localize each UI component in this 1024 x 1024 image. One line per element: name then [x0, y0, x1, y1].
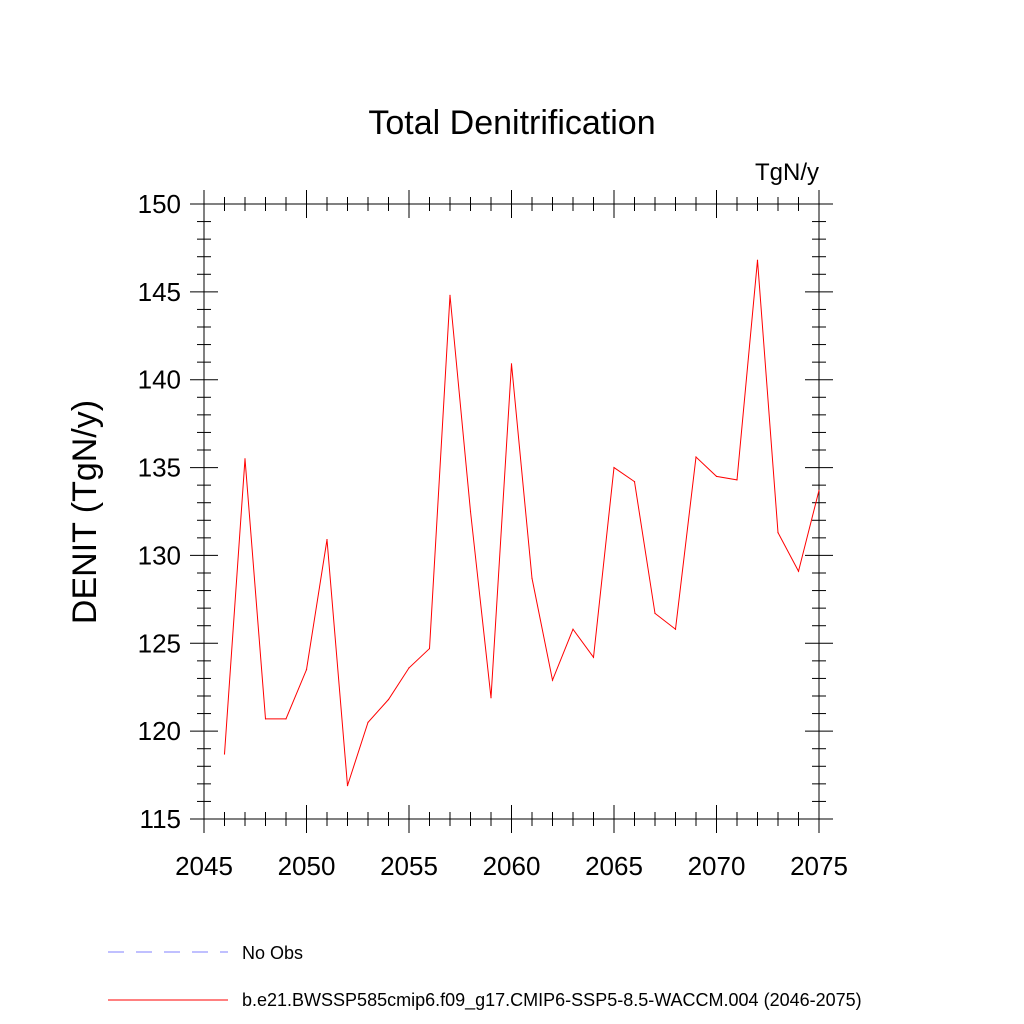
x-tick-label: 2060	[483, 851, 541, 881]
data-point	[367, 721, 369, 723]
y-tick-label: 125	[138, 628, 181, 658]
data-point	[695, 456, 697, 458]
y-tick-label: 145	[138, 277, 181, 307]
y-tick-label: 135	[138, 453, 181, 483]
data-point	[572, 628, 574, 630]
data-point	[244, 458, 246, 460]
data-point	[305, 669, 308, 671]
chart-title: Total Denitrification	[368, 104, 655, 142]
y-tick-label: 130	[138, 540, 181, 570]
x-tick-label: 2065	[585, 851, 643, 881]
x-tick-labels: 2045 2050 2055 2060 2065 2070 2075	[175, 851, 848, 881]
data-point	[326, 539, 328, 541]
data-point	[592, 656, 595, 658]
x-tick-label: 2070	[688, 851, 746, 881]
units-label: TgN/y	[755, 159, 819, 186]
y-axis-label: DENIT (TgN/y)	[66, 400, 104, 624]
data-point	[490, 697, 492, 699]
series-line	[224, 260, 820, 786]
data-point	[756, 259, 759, 261]
data-point	[818, 489, 820, 492]
data-point	[531, 577, 533, 579]
legend-label-no-obs: No Obs	[242, 943, 303, 963]
legend-label-model-run: b.e21.BWSSP585cmip6.f09_g17.CMIP6-SSP5-8…	[242, 990, 862, 1011]
data-point	[736, 479, 738, 481]
data-point	[223, 753, 226, 755]
data-point	[551, 679, 554, 681]
y-tick-label: 120	[138, 716, 181, 746]
data-point	[613, 466, 615, 469]
x-tick-label: 2055	[380, 851, 438, 881]
data-point	[428, 647, 431, 650]
y-tick-label: 150	[138, 189, 181, 219]
y-tick-labels: 115 120 125 130 135 140 145 150	[138, 189, 181, 834]
data-point	[469, 510, 472, 513]
data-point	[264, 718, 267, 720]
y-tick-label: 115	[140, 804, 181, 834]
series-layer	[223, 259, 820, 787]
data-point	[797, 570, 800, 572]
y-tick-label: 140	[138, 365, 181, 395]
axis-ticks	[190, 190, 833, 833]
plot-frame	[203, 203, 820, 820]
x-tick-label: 2050	[278, 851, 336, 881]
data-point	[387, 698, 390, 701]
data-point	[346, 785, 349, 787]
data-point	[449, 294, 451, 296]
x-tick-label: 2045	[175, 851, 233, 881]
data-point	[285, 718, 287, 720]
data-point	[510, 363, 513, 365]
data-point	[633, 481, 636, 483]
data-point	[408, 667, 410, 669]
x-tick-label: 2075	[790, 851, 848, 881]
data-point	[674, 628, 677, 630]
legend: No Obs b.e21.BWSSP585cmip6.f09_g17.CMIP6…	[108, 943, 862, 1011]
data-point	[715, 475, 718, 477]
data-point	[777, 531, 779, 534]
data-point	[654, 612, 656, 615]
